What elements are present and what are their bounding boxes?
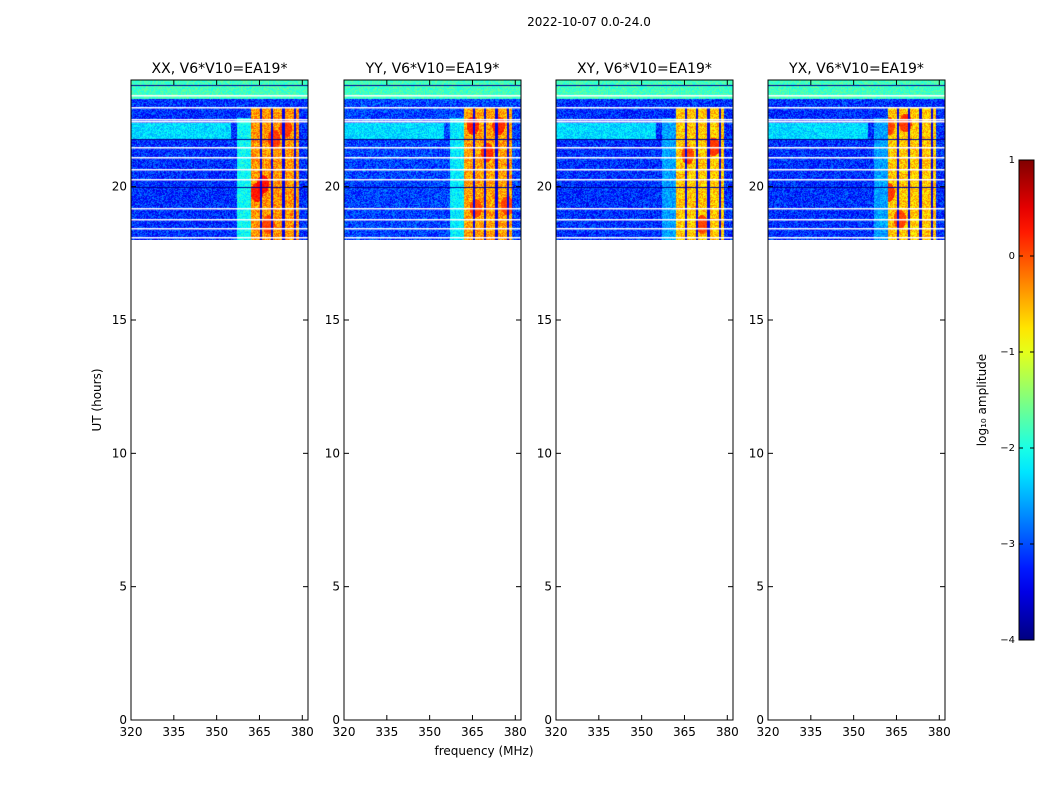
x-tick-label: 350 (205, 725, 228, 739)
panel-title: YY, V6*V10=EA19* (365, 61, 500, 77)
x-tick-label: 335 (799, 725, 822, 739)
colorbar-tick-label: −3 (1000, 539, 1015, 550)
x-tick-label: 365 (461, 725, 484, 739)
x-tick-label: 335 (587, 725, 610, 739)
colorbar-tick-label: −1 (1000, 347, 1015, 358)
colorbar-tick-label: 0 (1009, 251, 1015, 262)
panel-1: XX, V6*V10=EA19* 320 335 350 365 380 0 5 10 15 20 (112, 61, 314, 739)
y-tick-label: 10 (749, 446, 764, 460)
y-tick-label: 20 (325, 180, 340, 194)
heatmap-image (768, 80, 945, 240)
panel-title: YX, V6*V10=EA19* (788, 61, 924, 77)
figure-suptitle: 2022-10-07 0.0-24.0 (527, 15, 651, 29)
x-tick-label: 380 (716, 725, 739, 739)
y-tick-label: 5 (119, 580, 127, 594)
axes-frame (343, 79, 522, 721)
colorbar-tick-label: −2 (1000, 443, 1015, 454)
x-tick-label: 380 (504, 725, 527, 739)
x-tick-label: 365 (248, 725, 271, 739)
x-tick-label: 380 (928, 725, 951, 739)
heatmap-image (344, 80, 521, 240)
x-tick-label: 320 (545, 725, 568, 739)
panel-4: YX, V6*V10=EA19* 320 335 350 365 380 0 5 10 15 20 (749, 61, 951, 739)
panel-3: XY, V6*V10=EA19* 320 335 350 365 380 0 5 10 15 20 (537, 61, 739, 739)
panel-title: XY, V6*V10=EA19* (577, 61, 712, 77)
x-tick-label: 365 (885, 725, 908, 739)
y-tick-label: 15 (112, 313, 127, 327)
panels-group: XX, V6*V10=EA19*320 335 350 365 38005101520Y… (112, 61, 951, 739)
axes-frame (130, 79, 309, 721)
y-tick-label: 10 (537, 446, 552, 460)
panel-title: XX, V6*V10=EA19* (152, 61, 288, 77)
y-tick-label: 20 (537, 180, 552, 194)
y-tick-label: 20 (749, 180, 764, 194)
colorbar-label: log₁₀ amplitude (975, 354, 989, 446)
axes-frame (555, 79, 734, 721)
x-tick-label: 350 (842, 725, 865, 739)
y-tick-label: 20 (112, 180, 127, 194)
x-axis-label: frequency (MHz) (434, 744, 533, 758)
axes-frame (767, 79, 946, 721)
y-tick-label: 0 (756, 713, 764, 727)
y-tick-label: 5 (544, 580, 552, 594)
y-axis-label: UT (hours) (90, 368, 104, 431)
colorbar-tick-label: −4 (1000, 635, 1015, 646)
y-tick-label: 10 (325, 446, 340, 460)
colorbar-tick-label: 1 (1009, 155, 1015, 166)
x-tick-label: 320 (120, 725, 143, 739)
x-tick-label: 350 (630, 725, 653, 739)
colorbar-gradient (1018, 159, 1035, 641)
x-tick-label: 335 (162, 725, 185, 739)
heatmap-image (556, 80, 733, 240)
y-tick-label: 5 (756, 580, 764, 594)
x-tick-label: 335 (375, 725, 398, 739)
y-tick-label: 15 (537, 313, 552, 327)
x-tick-label: 365 (673, 725, 696, 739)
y-tick-label: 0 (119, 713, 127, 727)
x-tick-label: 320 (757, 725, 780, 739)
y-tick-label: 15 (325, 313, 340, 327)
heatmap-image (131, 80, 308, 240)
panel-2: YY, V6*V10=EA19* 320 335 350 365 380 0 5 10 15 20 (325, 61, 527, 739)
y-tick-label: 0 (332, 713, 340, 727)
y-tick-label: 10 (112, 446, 127, 460)
colorbar: 1 0 −1 −2 −3 −4 log₁₀ amplitude (975, 155, 1035, 646)
x-tick-label: 350 (418, 725, 441, 739)
y-tick-label: 0 (544, 713, 552, 727)
x-tick-label: 380 (291, 725, 314, 739)
y-tick-label: 15 (749, 313, 764, 327)
y-tick-label: 5 (332, 580, 340, 594)
x-tick-label: 320 (333, 725, 356, 739)
